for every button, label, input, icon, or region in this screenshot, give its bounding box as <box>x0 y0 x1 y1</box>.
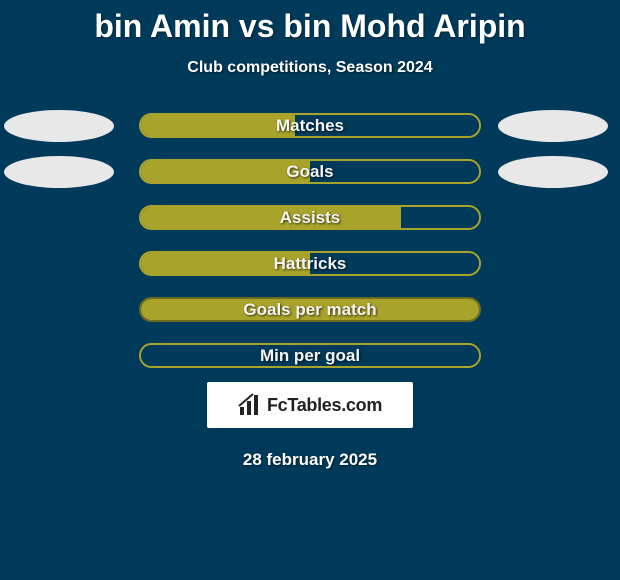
stat-label: Goals <box>286 162 333 182</box>
page-title: bin Amin vs bin Mohd Aripin <box>0 0 620 45</box>
stats-container: 1012Matches 00Goals 10Assists 00Hattricks Go… <box>0 113 620 368</box>
player-right-avatar <box>498 156 608 188</box>
stat-bar: Goals <box>139 159 481 184</box>
stat-label: Min per goal <box>260 346 360 366</box>
stat-bar: Min per goal <box>139 343 481 368</box>
stat-row: 1012Matches <box>0 113 620 138</box>
stat-row: 00Goals <box>0 159 620 184</box>
stat-bar: Assists <box>139 205 481 230</box>
site-logo[interactable]: FcTables.com <box>207 382 413 428</box>
stat-row: 00Hattricks <box>0 251 620 276</box>
stat-label: Assists <box>280 208 340 228</box>
date-label: 28 february 2025 <box>0 450 620 470</box>
stat-label: Goals per match <box>243 300 376 320</box>
stat-bar-left <box>141 115 295 136</box>
stat-bar-right <box>310 161 479 182</box>
player-right-avatar <box>498 110 608 142</box>
logo-text: FcTables.com <box>267 395 382 416</box>
stat-bar-left <box>141 161 310 182</box>
stat-label: Hattricks <box>274 254 347 274</box>
page-subtitle: Club competitions, Season 2024 <box>0 59 620 77</box>
stat-label: Matches <box>276 116 344 136</box>
chart-icon <box>238 393 264 417</box>
stat-bar: Hattricks <box>139 251 481 276</box>
stat-bar-right <box>401 207 479 228</box>
stat-bar: Goals per match <box>139 297 481 322</box>
player-left-avatar <box>4 156 114 188</box>
stat-bar-left <box>141 207 401 228</box>
stat-row: 10Assists <box>0 205 620 230</box>
stat-row: Min per goal <box>0 343 620 368</box>
player-left-avatar <box>4 110 114 142</box>
stat-row: Goals per match <box>0 297 620 322</box>
stat-bar: Matches <box>139 113 481 138</box>
